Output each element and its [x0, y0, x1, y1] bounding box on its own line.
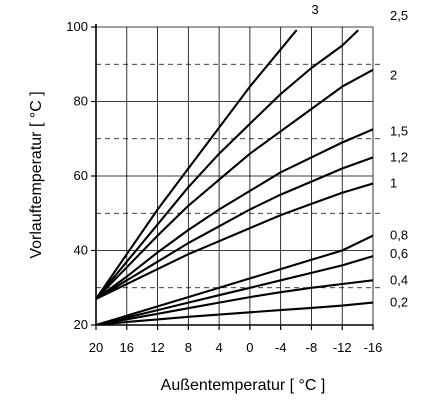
x-tick-label: 4: [215, 340, 222, 355]
curve-label: 2: [390, 67, 397, 82]
dashed-reference-lines: [96, 63, 383, 289]
axes: [91, 24, 374, 330]
curve-label: 1: [390, 175, 397, 190]
y-axis-title: Vorlauftemperatur [ °C ]: [28, 91, 45, 258]
x-tick-label: 8: [185, 340, 192, 355]
curve-labels: 3 2,5 2 1,5 1,2 1 0,8 0,6 0,4 0,2: [311, 2, 408, 310]
heating-curve-0-6: [96, 255, 373, 325]
curve-label: 1,2: [390, 149, 408, 164]
y-tick-label: 100: [66, 19, 88, 34]
y-tick-label: 60: [74, 168, 88, 183]
curve-label: 0,8: [390, 228, 408, 243]
heating-curve-0-4: [96, 279, 373, 325]
curve-label: 1,5: [390, 123, 408, 138]
y-tick-label: 40: [74, 243, 88, 258]
x-tick-label: 20: [89, 340, 103, 355]
y-tick-label: 80: [74, 94, 88, 109]
heating-curve-1-2: [96, 156, 373, 300]
x-tick-label: 16: [120, 340, 134, 355]
heating-curve-2-5: [96, 29, 359, 300]
x-tick-label: 12: [150, 340, 164, 355]
curve-label: 0,2: [390, 295, 408, 310]
x-tick-label: -16: [364, 340, 383, 355]
x-tick-label: -4: [275, 340, 287, 355]
grid-layer: [95, 26, 374, 326]
curve-label: 3: [311, 2, 318, 17]
x-tick-label: 0: [246, 340, 253, 355]
heating-curve-0-8: [96, 234, 373, 325]
heating-curve-0-2: [96, 301, 373, 325]
heating-curve-2: [96, 68, 373, 300]
heating-curve-3: [96, 29, 298, 300]
x-axis-title: Außentemperatur [ °C ]: [161, 377, 326, 394]
y-tick-label: 20: [74, 317, 88, 332]
curves: [96, 29, 373, 325]
curve-label: 0,6: [390, 246, 408, 261]
heating-curve-1: [96, 182, 373, 300]
heating-curve-1-5: [96, 128, 373, 300]
curve-label: 0,4: [390, 272, 408, 287]
curve-label: 2,5: [390, 8, 408, 23]
x-tick-label: -12: [333, 340, 352, 355]
x-tick-label: -8: [306, 340, 318, 355]
